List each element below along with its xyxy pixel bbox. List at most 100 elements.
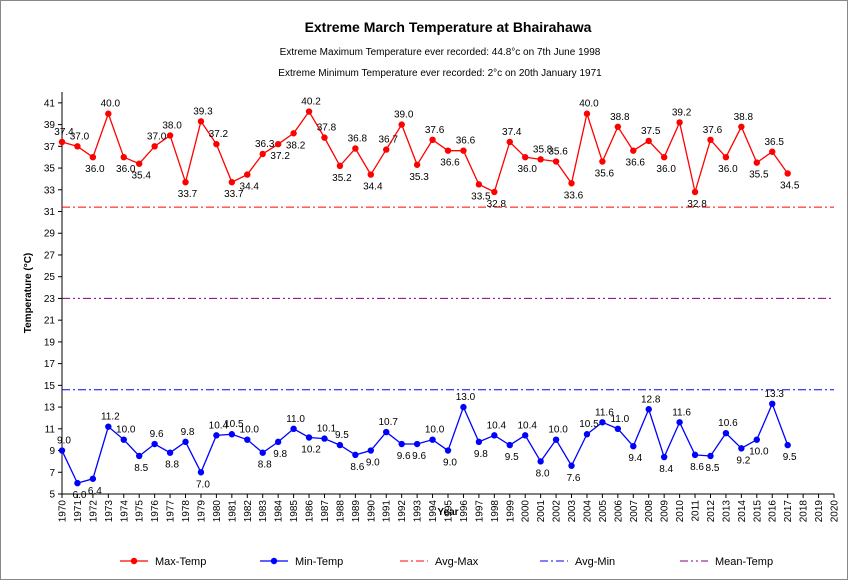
- data-point: [166, 449, 174, 456]
- data-label: 9.6: [412, 451, 426, 462]
- x-tick-label: 2013: [721, 500, 732, 523]
- y-tick-label: 39: [44, 120, 56, 131]
- data-label: 36.0: [718, 164, 738, 175]
- data-label: 37.8: [317, 123, 337, 134]
- x-tick-label: 1988: [335, 500, 346, 523]
- x-tick-label: 1989: [351, 500, 362, 523]
- data-point: [784, 170, 791, 177]
- data-label: 37.6: [425, 125, 445, 136]
- data-point: [614, 425, 622, 433]
- x-tick-label: 2011: [691, 500, 702, 522]
- data-label: 36.0: [116, 164, 136, 175]
- data-point: [290, 425, 297, 433]
- data-point: [321, 435, 328, 442]
- y-tick-label: 13: [44, 403, 56, 414]
- x-tick-label: 1982: [243, 500, 254, 523]
- data-label: 38.2: [286, 140, 306, 151]
- x-tick-label: 2005: [598, 500, 609, 523]
- data-point: [599, 419, 606, 426]
- data-label: 13.0: [456, 392, 476, 403]
- data-point: [413, 161, 421, 168]
- data-point: [722, 153, 730, 161]
- data-label: 6.4: [88, 486, 102, 497]
- data-point: [398, 440, 405, 448]
- data-label: 39.3: [193, 106, 213, 117]
- data-label: 8.6: [690, 462, 704, 473]
- x-tick-label: 1981: [227, 500, 238, 523]
- data-label: 37.0: [147, 131, 167, 142]
- data-label: 36.6: [440, 158, 460, 169]
- data-point: [259, 150, 266, 158]
- data-point: [660, 153, 668, 161]
- x-tick-label: 2017: [783, 500, 794, 523]
- x-tick-label: 1990: [366, 500, 377, 523]
- legend-label: Mean-Temp: [715, 556, 773, 568]
- y-tick-label: 31: [44, 207, 56, 218]
- data-point: [676, 119, 683, 126]
- data-point: [367, 171, 374, 178]
- data-point: [213, 432, 220, 439]
- data-point: [290, 130, 297, 137]
- data-label: 36.0: [656, 164, 676, 175]
- data-point: [136, 452, 143, 460]
- x-tick-label: 1992: [397, 500, 408, 523]
- data-label: 10.0: [548, 425, 568, 436]
- x-tick-label: 2016: [768, 500, 779, 523]
- x-tick-label: 1996: [459, 500, 470, 523]
- data-point: [274, 438, 282, 446]
- data-label: 33.7: [178, 189, 198, 200]
- y-tick-label: 9: [49, 446, 55, 457]
- chart-title: Extreme March Temperature at Bhairahawa: [305, 19, 592, 35]
- subtitle: Extreme Minimum Temperature ever recorde…: [278, 68, 602, 79]
- data-label: 8.0: [536, 468, 550, 479]
- data-point: [676, 419, 683, 426]
- data-point: [197, 118, 205, 125]
- data-label: 8.5: [706, 463, 720, 474]
- data-label: 10.2: [301, 445, 321, 456]
- data-point: [660, 453, 668, 461]
- data-point: [691, 451, 699, 459]
- data-label: 10.4: [209, 420, 229, 431]
- data-point: [244, 436, 251, 443]
- data-point: [475, 438, 483, 446]
- data-label: 40.0: [579, 99, 599, 110]
- data-point: [738, 123, 745, 130]
- data-label: 40.0: [101, 99, 121, 110]
- data-label: 9.8: [181, 427, 195, 438]
- data-point: [151, 143, 158, 150]
- data-label: 36.0: [85, 164, 105, 175]
- data-point: [506, 441, 513, 449]
- y-tick-label: 17: [44, 359, 56, 370]
- data-point: [506, 138, 513, 146]
- legend-marker: [270, 557, 278, 565]
- data-label: 11.6: [595, 407, 614, 418]
- data-label: 34.4: [240, 182, 260, 193]
- data-point: [120, 153, 127, 161]
- data-point: [444, 147, 452, 154]
- data-label: 10.4: [517, 420, 537, 431]
- x-tick-label: 2008: [644, 500, 655, 523]
- data-point: [105, 423, 112, 430]
- x-tick-label: 1995: [444, 500, 455, 523]
- x-tick-label: 1998: [490, 500, 501, 523]
- data-label: 36.7: [379, 135, 399, 146]
- data-label: 36.5: [765, 137, 785, 148]
- data-point: [784, 441, 791, 449]
- data-label: 36.3: [255, 139, 275, 150]
- data-label: 35.3: [409, 172, 429, 183]
- data-label: 35.8: [533, 144, 553, 155]
- x-tick-label: 1979: [196, 500, 207, 523]
- data-label: 10.0: [240, 425, 260, 436]
- x-tick-label: 1986: [305, 500, 316, 523]
- y-tick-label: 5: [49, 490, 55, 501]
- data-point: [74, 143, 81, 150]
- legend-label: Max-Temp: [155, 556, 206, 568]
- x-tick-label: 2020: [830, 500, 841, 523]
- legend-label: Avg-Max: [435, 556, 479, 568]
- x-tick-label: 2001: [536, 500, 547, 523]
- y-axis-label: Temperature (°C): [23, 253, 34, 334]
- x-tick-label: 2010: [675, 500, 686, 523]
- data-label: 9.4: [628, 453, 642, 464]
- legend-label: Min-Temp: [295, 556, 343, 568]
